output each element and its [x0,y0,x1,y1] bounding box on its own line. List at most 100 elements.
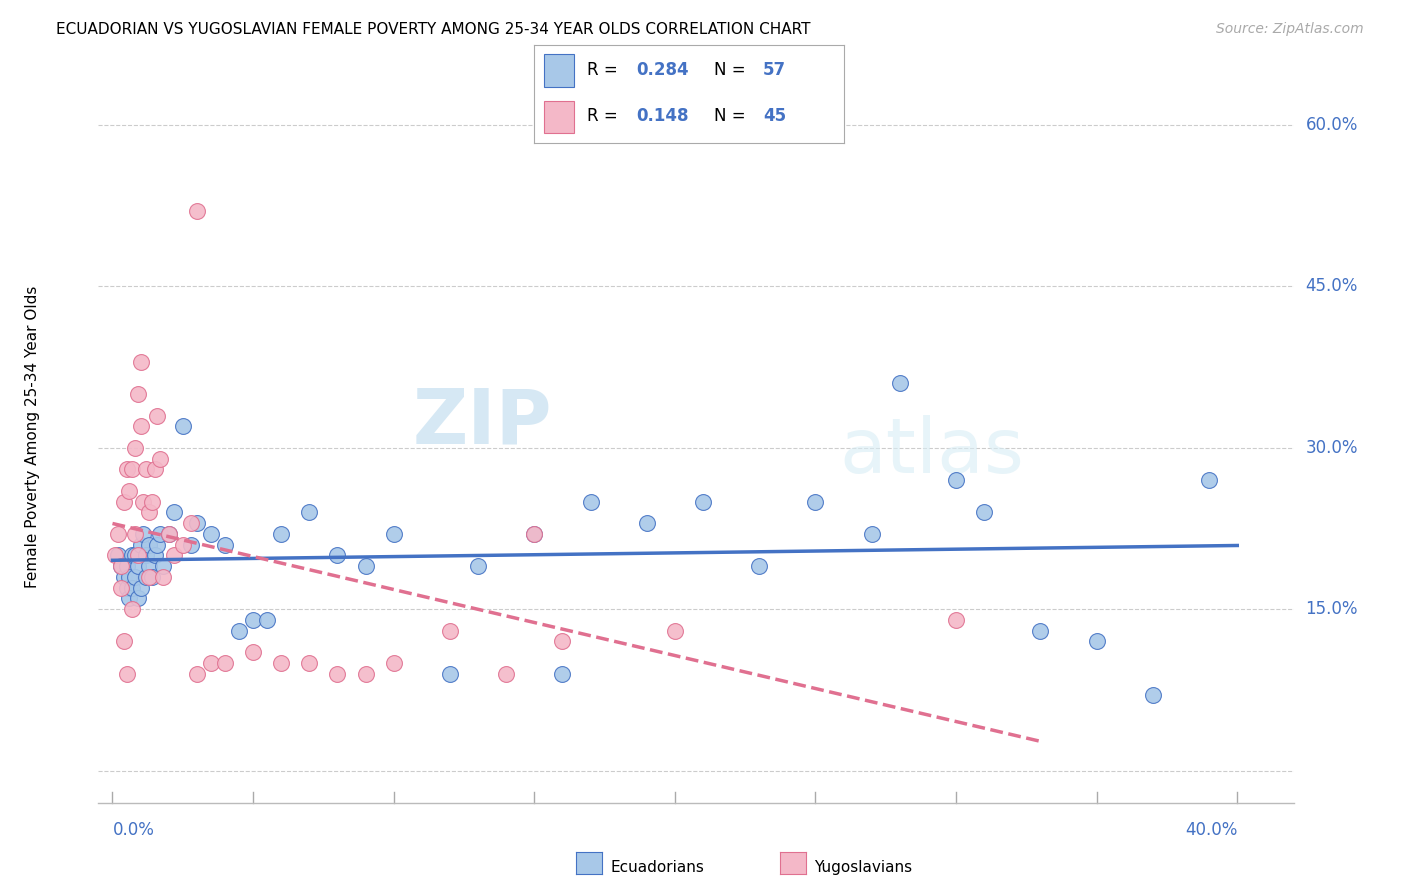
Point [129,581,152,595]
Text: Source: ZipAtlas.com: Source: ZipAtlas.com [1216,22,1364,37]
Point [748,559,770,574]
Text: Yugoslavians: Yugoslavians [814,860,912,874]
Point [664,624,686,638]
Point [636,516,658,530]
Point [326,666,349,681]
Text: atlas: atlas [839,415,1024,489]
Point [382,656,405,670]
Point [579,494,602,508]
Point [129,538,152,552]
Point [107,549,129,563]
Point [242,613,264,627]
Point [129,419,152,434]
Point [439,666,461,681]
Point [135,462,157,476]
Point [112,494,135,508]
Point [326,549,349,563]
Text: 30.0%: 30.0% [1305,439,1358,457]
Point [228,624,250,638]
Point [132,494,155,508]
Point [256,613,278,627]
Point [270,527,292,541]
Point [298,656,321,670]
Point [523,527,546,541]
Point [152,570,174,584]
Point [115,559,138,574]
Point [180,516,202,530]
Point [118,483,141,498]
Point [354,559,377,574]
Point [118,591,141,606]
Point [382,527,405,541]
Point [115,581,138,595]
Point [152,559,174,574]
Point [495,666,517,681]
Point [186,666,208,681]
Text: 40.0%: 40.0% [1185,821,1237,839]
Point [157,527,180,541]
Text: 0.0%: 0.0% [112,821,155,839]
Point [945,473,967,487]
Point [157,527,180,541]
Point [200,527,222,541]
Point [860,527,883,541]
Point [186,516,208,530]
Point [118,570,141,584]
Point [104,549,127,563]
Text: N =: N = [714,107,751,125]
Point [467,559,489,574]
Point [138,505,160,519]
Point [172,419,194,434]
Text: 15.0%: 15.0% [1305,600,1358,618]
Point [523,527,546,541]
Point [804,494,827,508]
Point [110,559,132,574]
Point [889,376,911,391]
Text: N =: N = [714,62,751,79]
Point [141,570,163,584]
Point [242,645,264,659]
Text: 0.148: 0.148 [637,107,689,125]
Point [172,538,194,552]
Point [138,559,160,574]
Point [112,570,135,584]
Point [214,538,236,552]
Point [112,634,135,648]
Text: 0.284: 0.284 [637,62,689,79]
Text: 60.0%: 60.0% [1305,116,1358,134]
Point [135,549,157,563]
Point [298,505,321,519]
Point [121,602,143,616]
Point [107,527,129,541]
Point [121,549,143,563]
Point [129,355,152,369]
Text: ZIP: ZIP [413,385,553,459]
Point [1029,624,1052,638]
Bar [544,54,575,87]
Point [138,538,160,552]
Point [124,527,146,541]
Point [180,538,202,552]
Point [124,441,146,455]
Point [127,387,149,401]
Bar [544,101,575,133]
Point [127,549,149,563]
Point [110,581,132,595]
Point [1085,634,1108,648]
Point [692,494,714,508]
Point [121,462,143,476]
Point [138,570,160,584]
Point [121,581,143,595]
Text: 45: 45 [763,107,786,125]
Point [973,505,995,519]
Point [149,527,172,541]
Point [354,666,377,681]
Point [1142,688,1164,702]
Point [270,656,292,670]
Point [141,494,163,508]
Point [127,559,149,574]
Point [200,656,222,670]
Point [551,666,574,681]
Point [132,527,155,541]
Point [945,613,967,627]
